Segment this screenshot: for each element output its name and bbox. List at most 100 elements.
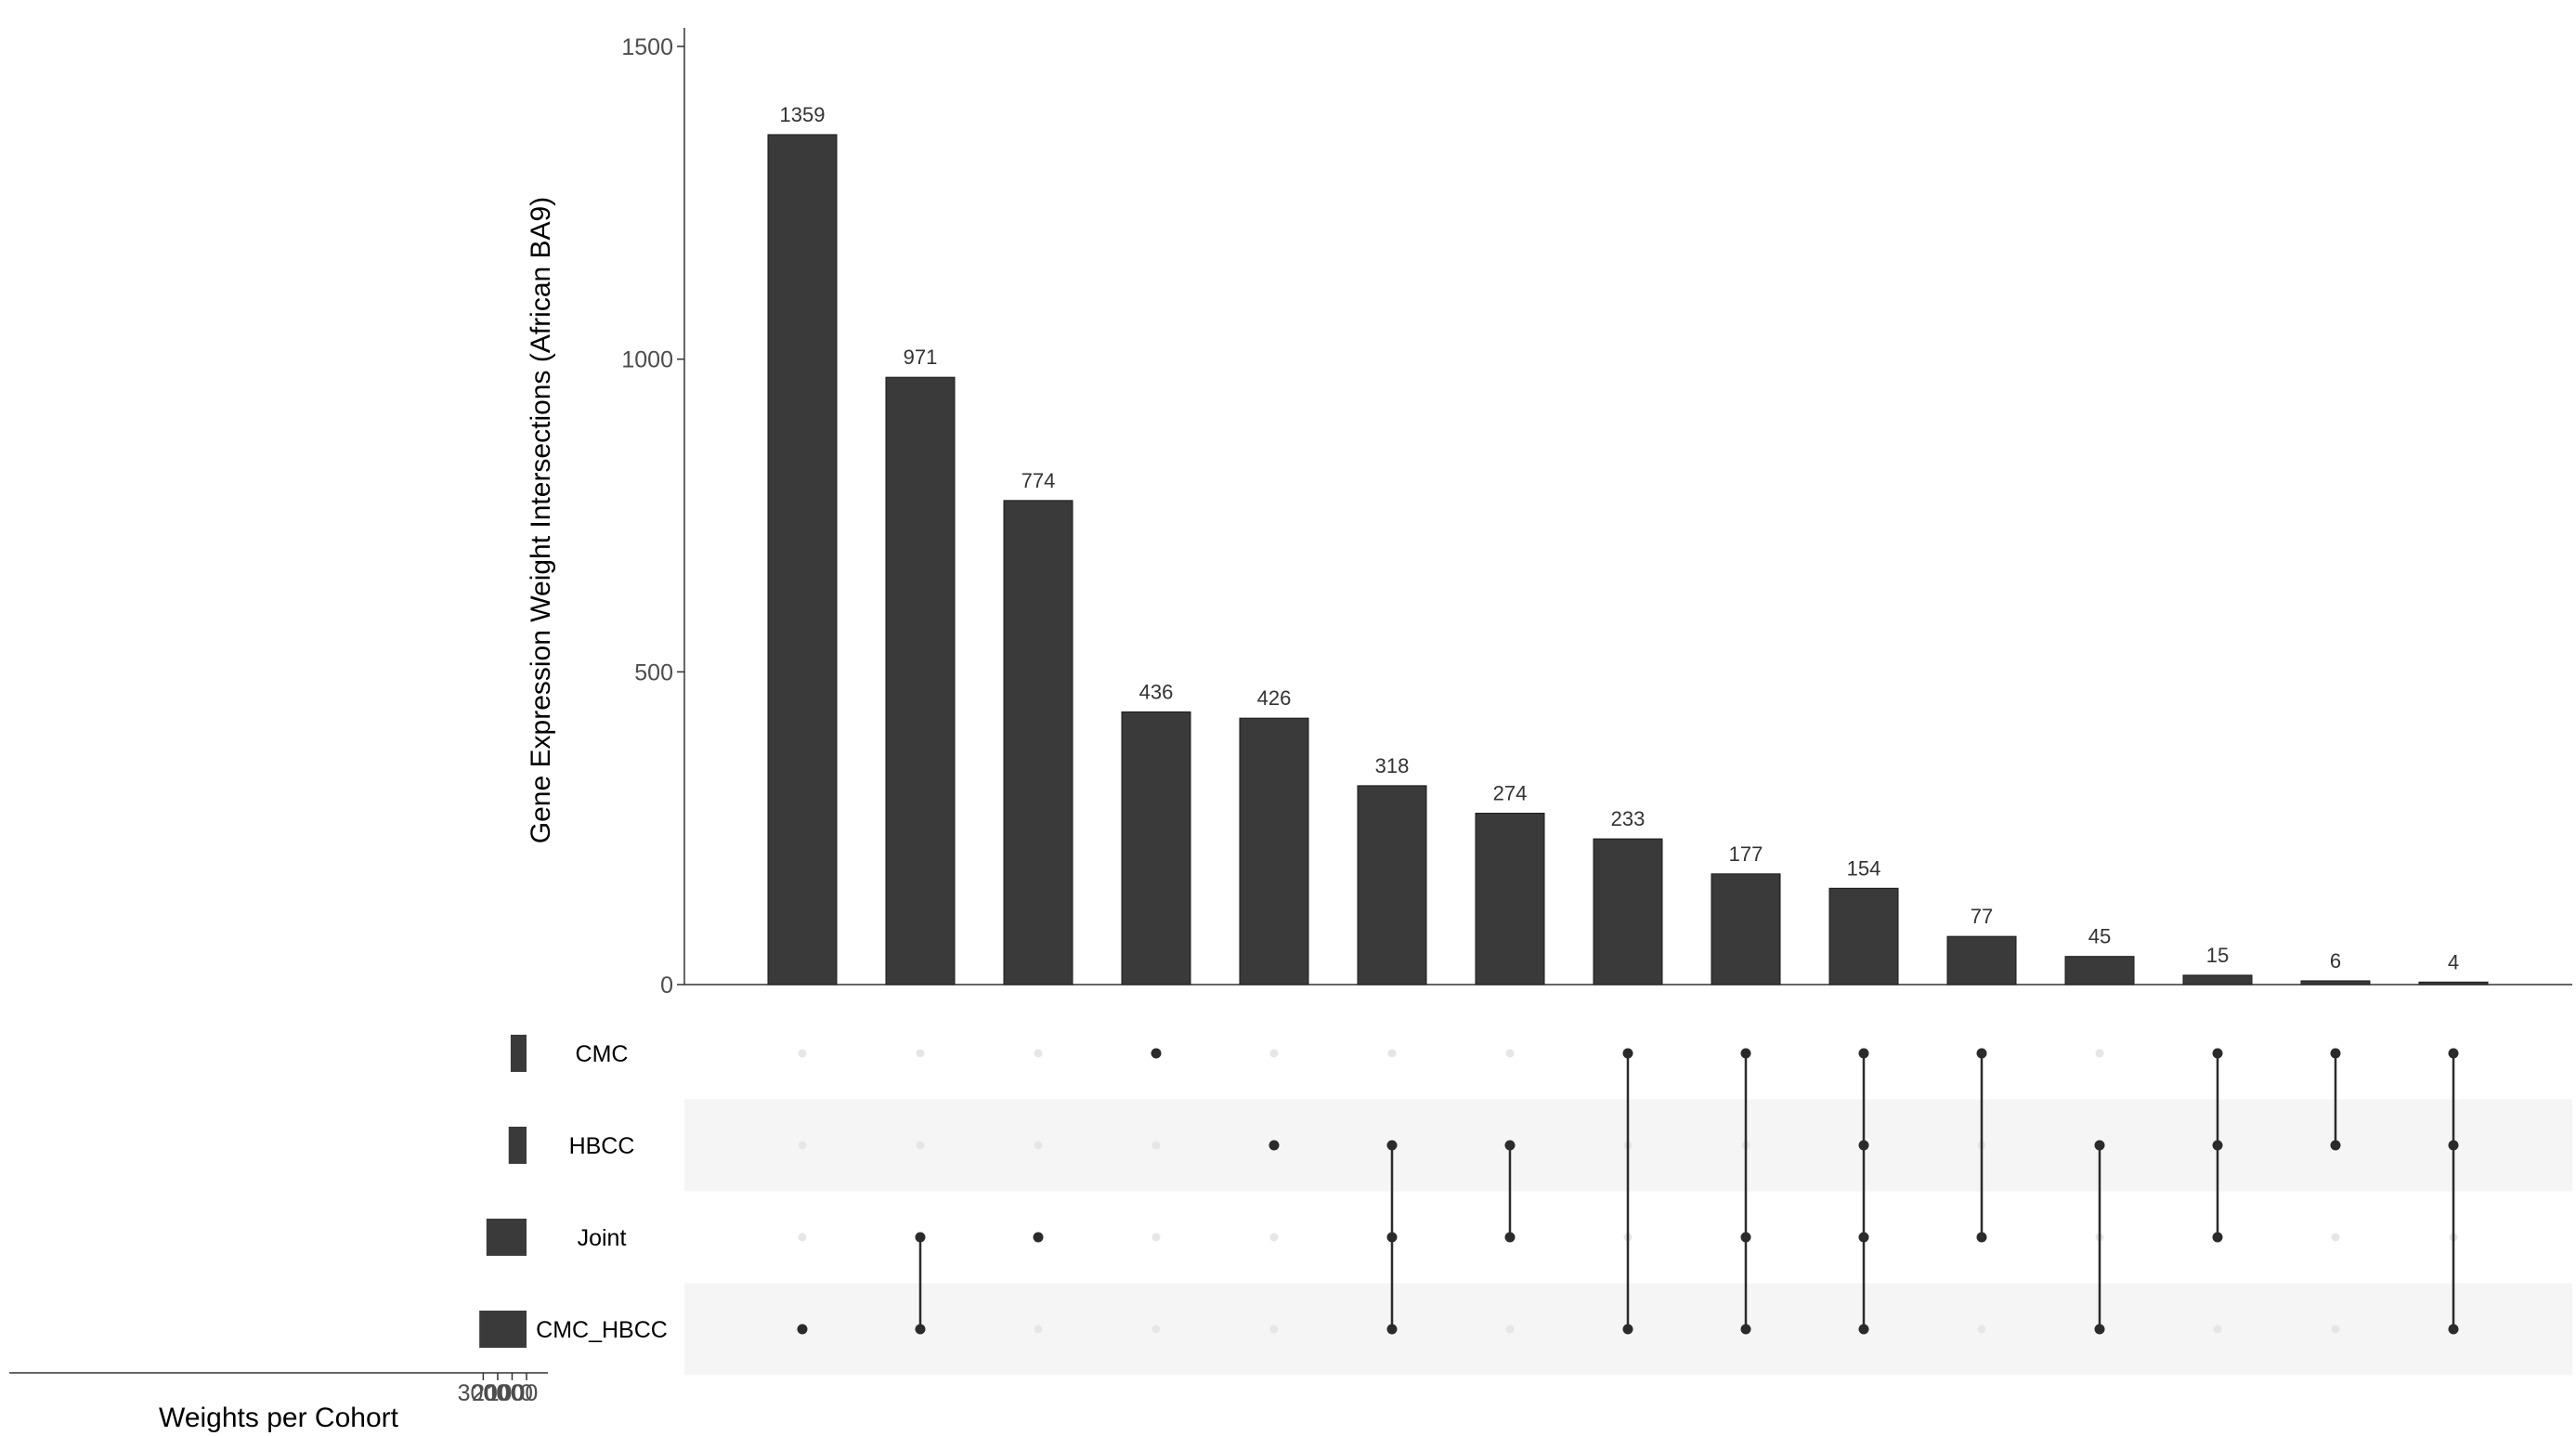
matrix-dot-inactive-14-joint <box>2331 1233 2340 1242</box>
set-size-tick-label-0: 0 <box>520 1380 533 1406</box>
matrix-dot-active-13-joint <box>2212 1232 2223 1243</box>
set-size-tick-label-2000: 2000 <box>472 1380 524 1406</box>
intersection-bar-label-7: 274 <box>1493 782 1528 805</box>
set-labels: CMC HBCC Joint CMC_HBCC <box>536 1041 668 1343</box>
matrix-dot-inactive-3-cmc_hbcc <box>1034 1325 1043 1334</box>
matrix-dot-active-7-joint <box>1504 1232 1516 1243</box>
matrix-dot-inactive-5-cmc <box>1269 1049 1279 1058</box>
intersection-bar-10 <box>1828 887 1899 986</box>
intersection-bar-4 <box>1121 711 1191 986</box>
matrix-dot-active-2-cmc_hbcc <box>915 1324 926 1335</box>
intersection-bar-label-3: 774 <box>1021 469 1056 492</box>
matrix-dot-inactive-5-cmc_hbcc <box>1269 1325 1279 1334</box>
set-size-x-axis-title: Weights per Cohort <box>159 1403 399 1433</box>
matrix-dot-inactive-3-hbcc <box>1034 1141 1043 1150</box>
matrix-dot-active-2-joint <box>915 1232 926 1243</box>
intersection-bar-label-10: 154 <box>1847 856 1881 880</box>
matrix-dot-active-3-joint <box>1033 1232 1044 1243</box>
set-size-tick-label-1000: 1000 <box>487 1380 539 1406</box>
matrix-dot-inactive-2-hbcc <box>916 1141 925 1150</box>
matrix-dot-active-12-cmc_hbcc <box>2094 1324 2105 1335</box>
matrix-dot-active-9-cmc <box>1740 1048 1751 1059</box>
matrix-dot-active-10-joint <box>1858 1232 1869 1243</box>
matrix-dot-active-7-hbcc <box>1504 1140 1516 1151</box>
set-label-joint: Joint <box>578 1225 627 1251</box>
matrix-dot-inactive-7-cmc <box>1505 1049 1515 1058</box>
intersection-bar-13 <box>2182 974 2253 986</box>
matrix-dot-active-11-joint <box>1976 1232 1987 1243</box>
matrix-dot-inactive-12-cmc <box>2095 1049 2104 1058</box>
matrix-dot-active-13-hbcc <box>2212 1140 2223 1151</box>
set-size-bar-joint <box>486 1219 527 1256</box>
matrix-dot-active-6-hbcc <box>1386 1140 1398 1151</box>
matrix-dot-active-12-hbcc <box>2094 1140 2105 1151</box>
matrix-dot-inactive-3-cmc <box>1034 1049 1043 1058</box>
matrix-dot-active-1-cmc_hbcc <box>797 1324 808 1335</box>
intersection-bar-3 <box>1003 500 1073 986</box>
y-tick-label-0: 0 <box>660 973 673 999</box>
intersection-bar-8 <box>1593 838 1663 986</box>
intersection-bar-label-8: 233 <box>1611 807 1646 830</box>
intersection-bar-12 <box>2064 956 2135 986</box>
matrix-dot-inactive-1-joint <box>798 1233 807 1242</box>
matrix-dot-inactive-4-hbcc <box>1151 1141 1161 1150</box>
matrix-dot-active-8-cmc <box>1622 1048 1633 1059</box>
matrix-dot-inactive-4-joint <box>1151 1233 1161 1242</box>
y-tick-label-1000: 1000 <box>621 347 673 373</box>
intersection-bar-label-11: 77 <box>1971 905 1993 928</box>
matrix-dot-active-14-hbcc <box>2330 1140 2341 1151</box>
intersection-bar-5 <box>1239 717 1309 986</box>
matrix-dot-inactive-5-joint <box>1269 1233 1279 1242</box>
intersection-bar-label-1: 1359 <box>780 103 826 126</box>
matrix-dot-active-11-cmc <box>1976 1048 1987 1059</box>
matrix-dot-active-9-cmc_hbcc <box>1740 1324 1751 1335</box>
matrix-dot-inactive-7-cmc_hbcc <box>1505 1325 1515 1334</box>
intersection-bar-label-2: 971 <box>904 346 938 369</box>
intersection-bar-9 <box>1711 873 1781 986</box>
matrix-dot-inactive-13-cmc_hbcc <box>2213 1325 2222 1334</box>
intersection-bar-label-5: 426 <box>1257 686 1292 710</box>
matrix-dot-active-10-cmc_hbcc <box>1858 1324 1869 1335</box>
intersection-bar-11 <box>1946 935 2017 986</box>
intersection-bars <box>767 134 2489 986</box>
y-tick-label-1500: 1500 <box>621 34 673 60</box>
matrix-dot-active-15-cmc <box>2448 1048 2459 1059</box>
matrix-dot-inactive-4-cmc_hbcc <box>1151 1325 1161 1334</box>
intersection-bar-label-12: 45 <box>2088 925 2111 948</box>
intersection-bar-15 <box>2418 981 2489 986</box>
intersection-bar-14 <box>2300 980 2371 986</box>
matrix-dot-active-10-hbcc <box>1858 1140 1869 1151</box>
intersection-bar-7 <box>1475 813 1545 986</box>
set-size-bar-hbcc <box>508 1127 527 1164</box>
intersection-bar-6 <box>1357 785 1427 986</box>
intersection-bar-1 <box>767 134 838 986</box>
set-size-bar-cmc <box>510 1035 527 1072</box>
matrix-dot-active-4-cmc <box>1151 1048 1162 1059</box>
intersection-bar-label-14: 6 <box>2330 949 2341 973</box>
matrix-dot-inactive-1-hbcc <box>798 1141 807 1150</box>
matrix-dot-inactive-1-cmc <box>798 1049 807 1058</box>
y-tick-label-500: 500 <box>634 659 673 685</box>
matrix-dot-active-6-cmc_hbcc <box>1386 1324 1398 1335</box>
set-size-bars <box>479 1035 527 1348</box>
set-label-cmc: CMC <box>576 1041 629 1067</box>
intersection-matrix <box>797 1048 2459 1335</box>
matrix-dot-active-8-cmc_hbcc <box>1622 1324 1633 1335</box>
matrix-dot-inactive-6-cmc <box>1387 1049 1397 1058</box>
intersection-y-axis: 0 500 1000 1500 <box>621 28 2572 999</box>
intersection-bar-label-9: 177 <box>1729 842 1763 866</box>
intersection-bar-labels: 1359 971 774 436 426 318 274 233 177 154 77 45 15 6 4 <box>780 103 2460 973</box>
intersection-y-axis-title: Gene Expression Weight Intersections (Af… <box>526 197 556 843</box>
set-label-hbcc: HBCC <box>569 1133 635 1159</box>
matrix-dot-active-15-cmc_hbcc <box>2448 1324 2459 1335</box>
intersection-bar-label-6: 318 <box>1375 754 1410 777</box>
matrix-dot-active-5-hbcc <box>1268 1140 1280 1151</box>
matrix-dot-active-6-joint <box>1386 1232 1398 1243</box>
intersection-bar-label-13: 15 <box>2206 944 2229 967</box>
matrix-dot-active-9-joint <box>1740 1232 1751 1243</box>
matrix-dot-active-15-hbcc <box>2448 1140 2459 1151</box>
matrix-dot-active-14-cmc <box>2330 1048 2341 1059</box>
matrix-dot-active-13-cmc <box>2212 1048 2223 1059</box>
